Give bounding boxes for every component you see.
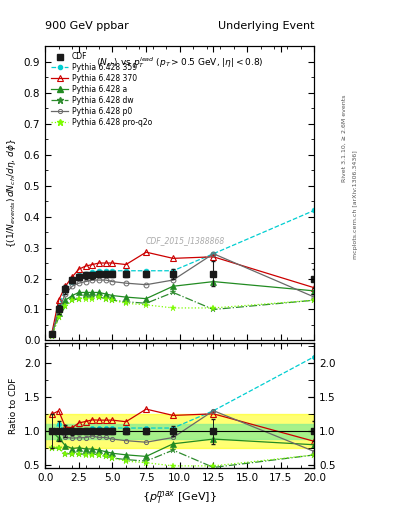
Bar <box>45 414 314 448</box>
Text: $\langle N_{ch}\rangle$ vs $p_T^{lead}$ ($p_T > 0.5$ GeV, $|\eta| < 0.8$): $\langle N_{ch}\rangle$ vs $p_T^{lead}$ … <box>96 55 264 70</box>
Y-axis label: Ratio to CDF: Ratio to CDF <box>9 377 18 434</box>
Text: 900 GeV ppbar: 900 GeV ppbar <box>45 20 129 31</box>
Bar <box>45 424 314 439</box>
Legend: CDF, Pythia 6.428 359, Pythia 6.428 370, Pythia 6.428 a, Pythia 6.428 dw, Pythia: CDF, Pythia 6.428 359, Pythia 6.428 370,… <box>49 50 154 129</box>
Text: CDF_2015_I1388868: CDF_2015_I1388868 <box>145 236 225 245</box>
Text: mcplots.cern.ch [arXiv:1306.3436]: mcplots.cern.ch [arXiv:1306.3436] <box>353 151 358 259</box>
X-axis label: $\{p_T^{max}$ [GeV]$\}$: $\{p_T^{max}$ [GeV]$\}$ <box>142 489 217 506</box>
Y-axis label: $\{(1/N_{events})\, dN_{ch}/d\eta,\, d\phi\}$: $\{(1/N_{events})\, dN_{ch}/d\eta,\, d\p… <box>5 138 18 248</box>
Text: Underlying Event: Underlying Event <box>218 20 314 31</box>
Text: Rivet 3.1.10, ≥ 2.6M events: Rivet 3.1.10, ≥ 2.6M events <box>342 95 346 182</box>
